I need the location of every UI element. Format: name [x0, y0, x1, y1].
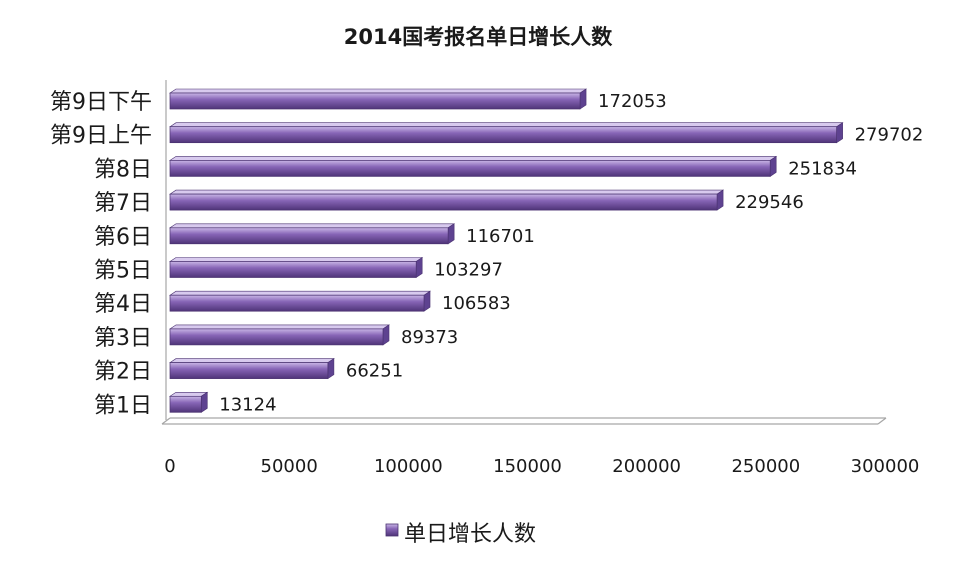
bar-top-face — [169, 156, 778, 161]
data-label: 13124 — [219, 394, 276, 415]
bar-group: 89373 — [169, 324, 458, 348]
bar-top-face — [169, 324, 390, 330]
bar — [169, 261, 417, 278]
category-label: 第9日上午 — [50, 124, 152, 149]
bar-group: 172053 — [169, 88, 667, 112]
bar — [169, 92, 581, 110]
bar-series: 172053 279702 251834 229546 116701 103297 1065… — [169, 88, 924, 415]
x-tick-label: 300000 — [851, 456, 920, 477]
data-label: 172053 — [598, 91, 667, 112]
data-label: 103297 — [434, 260, 503, 281]
bar-top-face — [169, 290, 432, 296]
category-label: 第3日 — [94, 326, 152, 351]
bar-top-face — [169, 223, 456, 229]
data-label: 106583 — [442, 293, 511, 314]
bar-top-face — [169, 122, 844, 127]
legend: 单日增长人数 — [385, 522, 536, 547]
data-label: 279702 — [855, 125, 924, 146]
data-label: 116701 — [466, 226, 535, 247]
data-label: 89373 — [401, 327, 458, 348]
bar-top-face — [169, 189, 725, 195]
bar-group: 106583 — [169, 290, 511, 314]
category-label: 第9日下午 — [50, 90, 152, 115]
floor-left-edge — [161, 417, 171, 425]
category-label: 第5日 — [94, 259, 152, 284]
bar-group: 229546 — [169, 189, 804, 213]
bar-group: 103297 — [169, 256, 503, 281]
bar-group: 13124 — [169, 391, 277, 415]
plot-area-frame — [161, 80, 887, 425]
bar-group: 116701 — [169, 223, 535, 247]
legend-label: 单日增长人数 — [404, 522, 536, 547]
x-tick-label: 250000 — [731, 456, 800, 477]
bar — [169, 395, 202, 413]
category-label: 第2日 — [94, 360, 152, 385]
data-label: 251834 — [788, 158, 857, 179]
bar — [169, 160, 771, 177]
x-tick-label: 100000 — [374, 456, 443, 477]
category-label: 第7日 — [94, 191, 152, 216]
bar-top-face — [169, 88, 588, 94]
bar-group: 279702 — [169, 122, 924, 146]
category-label: 第8日 — [94, 157, 152, 182]
bar-top-face — [169, 257, 424, 262]
bar — [169, 227, 449, 245]
legend-swatch — [385, 523, 399, 537]
x-tick-label: 0 — [164, 456, 175, 477]
floor-right-edge — [877, 417, 887, 425]
bar — [169, 193, 718, 211]
value-axis-labels: 0 50000 100000 150000 200000 250000 300000 — [164, 456, 919, 477]
chart-title: 2014国考报名单日增长人数 — [344, 25, 613, 49]
x-tick-label: 150000 — [493, 456, 562, 477]
bar — [169, 294, 425, 312]
x-tick-label: 200000 — [612, 456, 681, 477]
data-label: 229546 — [735, 192, 804, 213]
bar — [169, 126, 837, 144]
category-label: 第4日 — [94, 292, 152, 317]
x-tick-label: 50000 — [261, 456, 318, 477]
bar-group: 66251 — [169, 358, 403, 382]
category-label: 第1日 — [94, 393, 152, 418]
bar — [169, 328, 384, 346]
data-label: 66251 — [346, 361, 403, 382]
category-label: 第6日 — [94, 225, 152, 250]
bar-top-face — [169, 358, 335, 363]
bar-group: 251834 — [169, 155, 857, 179]
bar — [169, 362, 329, 379]
